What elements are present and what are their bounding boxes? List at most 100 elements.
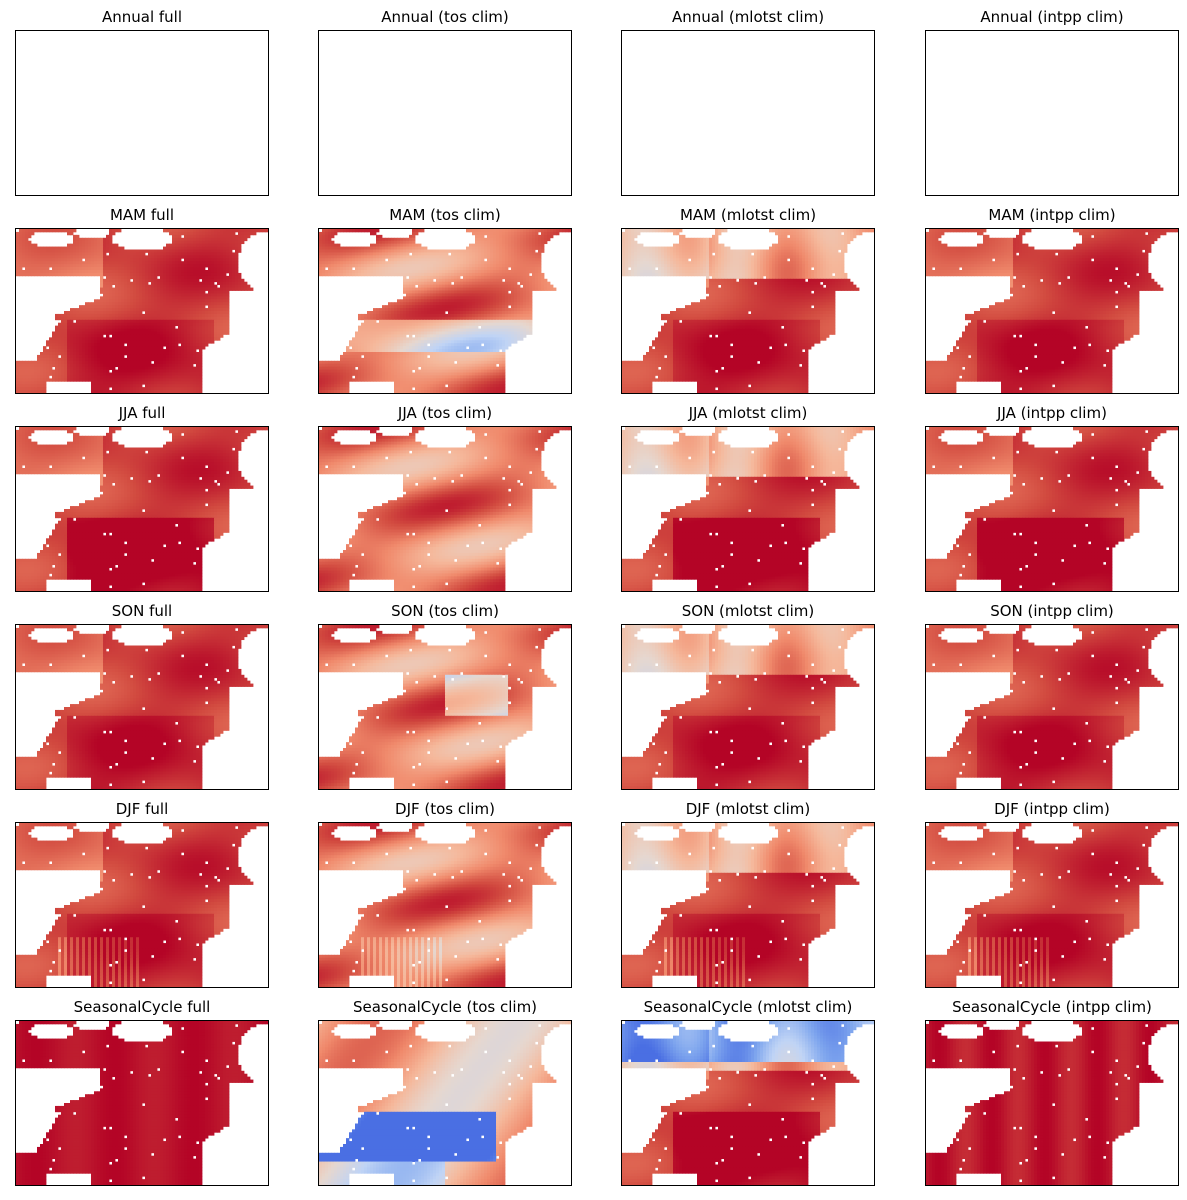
heatmap-cell bbox=[475, 317, 478, 320]
heatmap-cell bbox=[211, 305, 214, 308]
heatmap-cell bbox=[154, 302, 157, 305]
heatmap-cell bbox=[172, 276, 175, 279]
heatmap-cell bbox=[397, 308, 400, 311]
heatmap-cell bbox=[163, 390, 166, 393]
heatmap-cell bbox=[478, 317, 481, 320]
heatmap-cell bbox=[394, 264, 397, 267]
heatmap-cell bbox=[145, 296, 148, 299]
heatmap-cell bbox=[175, 370, 178, 373]
heatmap-cell bbox=[469, 279, 472, 282]
heatmap-cell bbox=[142, 258, 145, 261]
heatmap-cell bbox=[469, 288, 472, 291]
heatmap-cell bbox=[193, 299, 196, 302]
heatmap-cell bbox=[136, 317, 139, 320]
heatmap-cell bbox=[154, 355, 157, 358]
heatmap-cell bbox=[538, 270, 541, 273]
heatmap-cell bbox=[211, 258, 214, 261]
heatmap-cell bbox=[511, 264, 514, 267]
heatmap-cell bbox=[76, 241, 79, 244]
heatmap-cell bbox=[169, 370, 172, 373]
heatmap-cell bbox=[205, 314, 208, 317]
heatmap-cell bbox=[385, 247, 388, 250]
heatmap-cell bbox=[532, 235, 535, 238]
heatmap-cell bbox=[520, 238, 523, 241]
heatmap-cell bbox=[118, 323, 121, 326]
heatmap-cell bbox=[94, 358, 97, 361]
heatmap-cell bbox=[514, 308, 517, 311]
heatmap-cell bbox=[508, 323, 511, 326]
heatmap-cell bbox=[211, 247, 214, 250]
heatmap-cell bbox=[217, 332, 220, 335]
heatmap-cell bbox=[127, 302, 130, 305]
heatmap-cell bbox=[520, 293, 523, 296]
heatmap-cell bbox=[94, 334, 97, 337]
heatmap-cell bbox=[460, 264, 463, 267]
heatmap-cell bbox=[475, 252, 478, 255]
heatmap-cell bbox=[142, 355, 145, 358]
heatmap-cell bbox=[184, 314, 187, 317]
heatmap-cell bbox=[136, 323, 139, 326]
heatmap-cell bbox=[157, 302, 160, 305]
heatmap-cell bbox=[172, 232, 175, 235]
heatmap-cell bbox=[127, 293, 130, 296]
heatmap-cell bbox=[340, 247, 343, 250]
heatmap-cell bbox=[238, 241, 241, 244]
heatmap-cell bbox=[484, 229, 487, 232]
heatmap-cell bbox=[130, 308, 133, 311]
heatmap-cell bbox=[529, 264, 532, 267]
heatmap-cell bbox=[88, 264, 91, 267]
heatmap-cell bbox=[226, 255, 229, 258]
heatmap-cell bbox=[25, 264, 28, 267]
heatmap-cell bbox=[205, 273, 208, 276]
heatmap-cell bbox=[526, 270, 529, 273]
heatmap-cell bbox=[121, 291, 124, 294]
heatmap-cell bbox=[523, 241, 526, 244]
heatmap-cell bbox=[184, 302, 187, 305]
heatmap-cell bbox=[421, 291, 424, 294]
heatmap-cell bbox=[400, 255, 403, 258]
heatmap-cell bbox=[88, 317, 91, 320]
heatmap-cell bbox=[151, 250, 154, 253]
heatmap-cell bbox=[520, 232, 523, 235]
heatmap-cell bbox=[232, 267, 235, 270]
heatmap-cell bbox=[481, 258, 484, 261]
heatmap-cell bbox=[82, 250, 85, 253]
heatmap-cell bbox=[439, 255, 442, 258]
heatmap-cell bbox=[526, 244, 529, 247]
heatmap-cell bbox=[259, 229, 262, 232]
heatmap-cell bbox=[514, 235, 517, 238]
heatmap-cell bbox=[130, 364, 133, 367]
heatmap-cell bbox=[481, 250, 484, 253]
heatmap-cell bbox=[103, 293, 106, 296]
heatmap-cell bbox=[514, 229, 517, 232]
heatmap-cell bbox=[181, 241, 184, 244]
heatmap-cell bbox=[181, 273, 184, 276]
heatmap-cell bbox=[145, 390, 148, 393]
heatmap-cell bbox=[97, 261, 100, 264]
heatmap-cell bbox=[373, 252, 376, 255]
heatmap-cell bbox=[67, 311, 70, 314]
heatmap-cell bbox=[25, 258, 28, 261]
heatmap-cell bbox=[550, 285, 553, 288]
heatmap-cell bbox=[412, 296, 415, 299]
heatmap-cell bbox=[478, 276, 481, 279]
heatmap-cell bbox=[343, 270, 346, 273]
heatmap-cell bbox=[133, 267, 136, 270]
heatmap-cell bbox=[169, 293, 172, 296]
map-axes bbox=[318, 228, 572, 394]
heatmap-cell bbox=[334, 267, 337, 270]
heatmap-cell bbox=[184, 261, 187, 264]
heatmap-cell bbox=[124, 252, 127, 255]
heatmap-cell bbox=[418, 255, 421, 258]
heatmap-cell bbox=[97, 302, 100, 305]
heatmap-cell bbox=[217, 314, 220, 317]
heatmap-cell bbox=[85, 255, 88, 258]
heatmap-cell bbox=[499, 317, 502, 320]
heatmap-cell bbox=[436, 311, 439, 314]
heatmap-cell bbox=[103, 255, 106, 258]
heatmap-cell bbox=[505, 282, 508, 285]
heatmap-cell bbox=[433, 270, 436, 273]
heatmap-cell bbox=[175, 282, 178, 285]
heatmap-cell bbox=[37, 250, 40, 253]
heatmap-cell bbox=[34, 261, 37, 264]
